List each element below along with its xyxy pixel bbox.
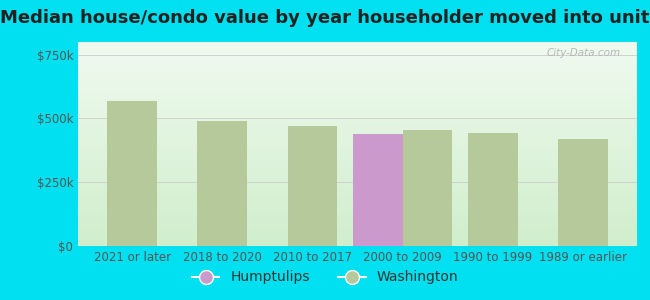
- Bar: [287, 126, 337, 246]
- Bar: [353, 134, 402, 246]
- Text: City-Data.com: City-Data.com: [546, 48, 620, 58]
- Legend: Humptulips, Washington: Humptulips, Washington: [186, 265, 464, 290]
- Bar: [198, 121, 247, 246]
- Bar: [468, 133, 517, 246]
- Bar: [402, 130, 452, 246]
- Text: Median house/condo value by year householder moved into unit: Median house/condo value by year househo…: [0, 9, 650, 27]
- Bar: [558, 139, 608, 246]
- Bar: [107, 100, 157, 246]
